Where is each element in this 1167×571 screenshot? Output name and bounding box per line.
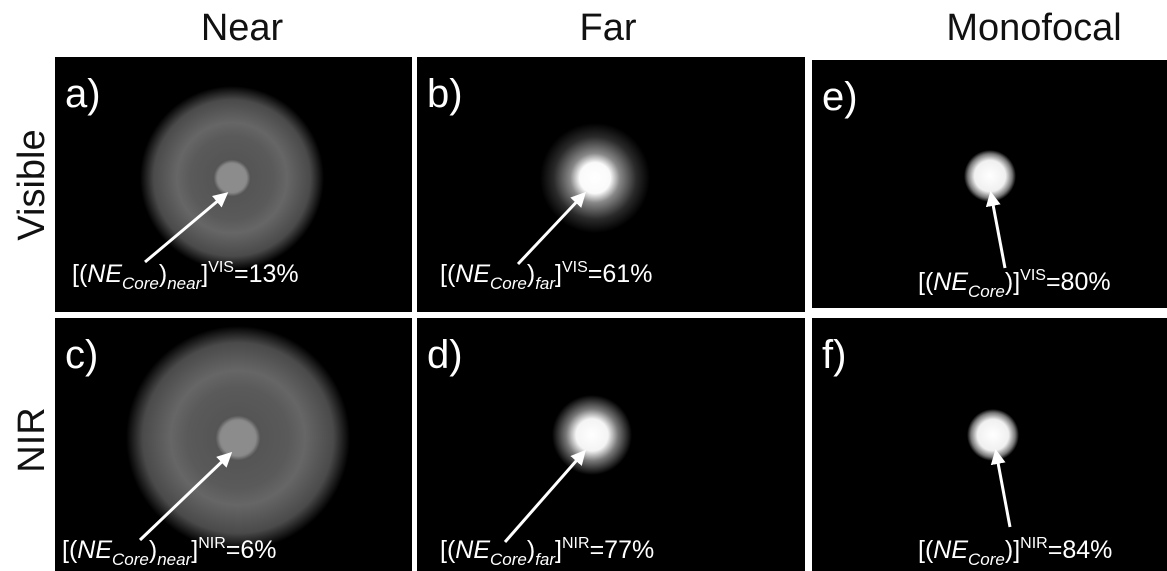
label-part: VIS: [562, 259, 588, 276]
column-title: Far: [580, 7, 637, 49]
label-part: ]: [555, 260, 562, 288]
label-part: NE: [77, 536, 112, 564]
label-part: Core: [490, 274, 527, 293]
label-part: [(: [440, 536, 456, 564]
label-part: Core: [122, 274, 159, 293]
label-part: ]: [555, 536, 562, 564]
label-part: =80%: [1046, 268, 1111, 296]
label-part: VIS: [208, 259, 234, 276]
label-part: VIS: [1020, 267, 1046, 284]
label-part: near: [167, 274, 202, 293]
label-part: ): [527, 260, 535, 288]
label-part: ): [149, 536, 157, 564]
core-spot: [221, 421, 255, 455]
label-part: [(: [918, 268, 934, 296]
column-title: Monofocal: [946, 7, 1121, 49]
figure: Near Far Monofocal Visible NIR a)[(NECor…: [0, 0, 1167, 571]
label-part: NIR: [198, 535, 226, 552]
label-part: ): [159, 260, 167, 288]
label-part: NE: [933, 268, 968, 296]
label-part: [(: [440, 260, 456, 288]
label-part: far: [535, 274, 556, 293]
panel-letter: d): [427, 333, 463, 377]
label-part: Core: [490, 550, 527, 569]
column-title: Near: [201, 7, 284, 49]
label-part: ]: [1013, 268, 1020, 296]
row-title: Visible: [11, 129, 53, 240]
label-part: NE: [455, 536, 490, 564]
label-part: =77%: [590, 536, 655, 564]
light-spot: [540, 123, 650, 233]
label-part: =6%: [226, 536, 277, 564]
label-part: NE: [455, 260, 490, 288]
row-title: NIR: [11, 407, 53, 472]
label-part: Core: [968, 282, 1005, 301]
label-part: ]: [191, 536, 198, 564]
label-part: ): [1005, 536, 1013, 564]
label-part: Core: [968, 550, 1005, 569]
label-part: ): [527, 536, 535, 564]
label-part: ): [1005, 268, 1013, 296]
label-part: =84%: [1048, 536, 1113, 564]
efficiency-label: [(NECore)]NIR=84%: [918, 535, 1112, 569]
panel-letter: b): [427, 72, 463, 116]
label-part: near: [157, 550, 192, 569]
label-part: [(: [918, 536, 934, 564]
core-spot: [218, 164, 246, 192]
label-part: [(: [72, 260, 88, 288]
label-part: [(: [62, 536, 78, 564]
label-part: =61%: [588, 260, 653, 288]
panel-letter: e): [822, 75, 858, 119]
label-part: NIR: [1020, 535, 1048, 552]
label-part: ]: [201, 260, 208, 288]
label-part: far: [535, 550, 556, 569]
label-part: NIR: [562, 535, 590, 552]
light-spot: [967, 409, 1019, 461]
label-part: Core: [112, 550, 149, 569]
panel-letter: f): [822, 333, 846, 377]
label-part: NE: [87, 260, 122, 288]
efficiency-label: [(NECore)]VIS=80%: [918, 267, 1111, 301]
label-part: NE: [933, 536, 968, 564]
panel-letter: c): [65, 333, 98, 377]
panel-letter: a): [65, 72, 101, 116]
label-part: =13%: [234, 260, 299, 288]
light-spot: [552, 395, 632, 475]
label-part: ]: [1013, 536, 1020, 564]
